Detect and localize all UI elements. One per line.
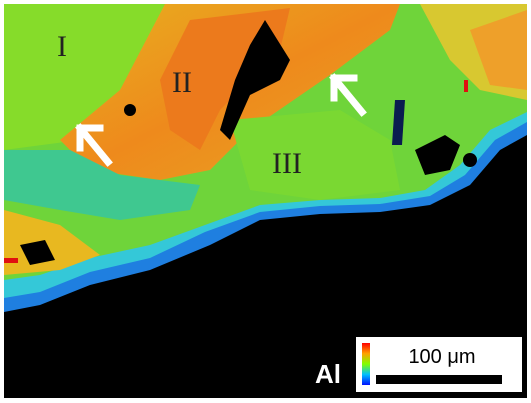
region-label: I	[57, 30, 67, 63]
scale-label: 100 μm	[408, 346, 475, 368]
scale-bar	[376, 375, 502, 384]
eds-map: I II III Al 100 μm	[0, 0, 531, 403]
region-label: III	[272, 147, 302, 180]
scale-box: 100 μm	[356, 337, 522, 392]
region-label: II	[172, 66, 192, 99]
element-label: Al	[315, 359, 341, 389]
